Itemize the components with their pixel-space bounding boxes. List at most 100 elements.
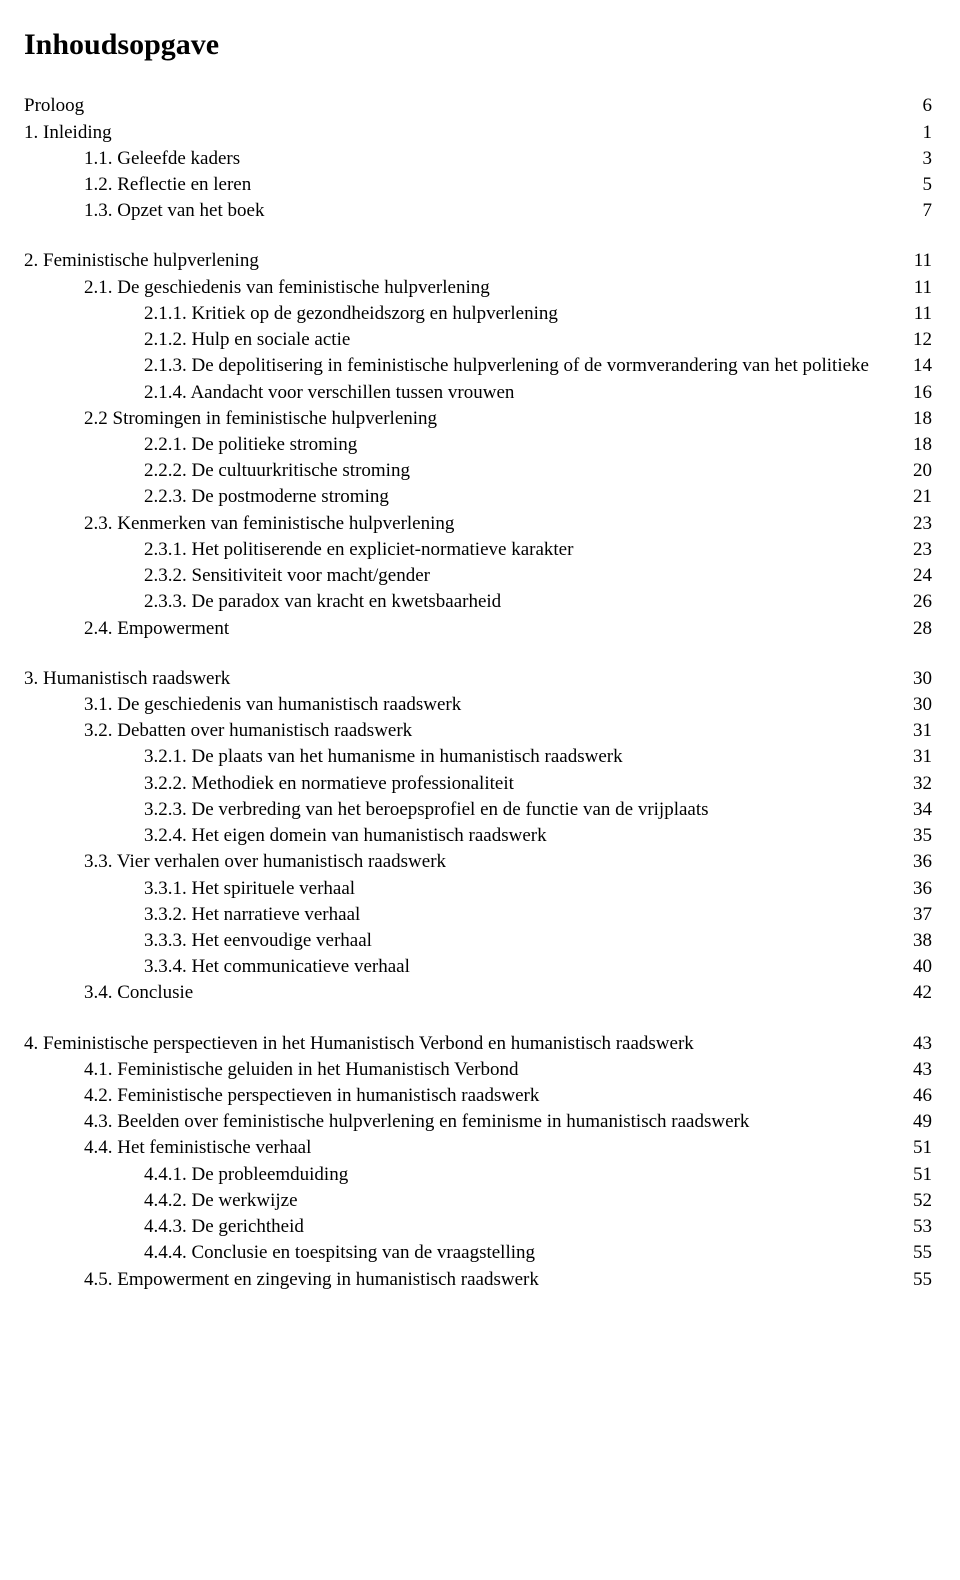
toc-page: 51 [913, 1162, 932, 1188]
toc-entry: 2.1.3. De depolitisering in feministisch… [24, 353, 932, 379]
toc-page: 11 [914, 275, 932, 301]
toc-entry: 3.3.2. Het narratieve verhaal37 [24, 902, 932, 928]
toc-entry: 3.3.1. Het spirituele verhaal36 [24, 876, 932, 902]
toc-page: 42 [913, 980, 932, 1006]
toc-label: 2.1.2. Hulp en sociale actie [144, 327, 913, 353]
toc-page: 5 [923, 172, 933, 198]
toc-entry: 3.3. Vier verhalen over humanistisch raa… [24, 849, 932, 875]
toc-page: 40 [913, 954, 932, 980]
toc-page: 36 [913, 876, 932, 902]
toc-entry: 4.4. Het feministische verhaal51 [24, 1135, 932, 1161]
toc-block-4: 4. Feministische perspectieven in het Hu… [24, 1031, 932, 1293]
toc-page: 11 [914, 248, 932, 274]
toc-page: 6 [923, 93, 933, 119]
toc-label: 2.2 Stromingen in feministische hulpverl… [84, 406, 913, 432]
toc-label: 3.2.4. Het eigen domein van humanistisch… [144, 823, 913, 849]
toc-label: 4.4.2. De werkwijze [144, 1188, 913, 1214]
toc-label: 3.1. De geschiedenis van humanistisch ra… [84, 692, 913, 718]
toc-entry: 1.2. Reflectie en leren5 [24, 172, 932, 198]
toc-label: 3.3. Vier verhalen over humanistisch raa… [84, 849, 913, 875]
toc-label: 4. Feministische perspectieven in het Hu… [24, 1031, 913, 1057]
toc-page: 21 [913, 484, 932, 510]
toc-page: 55 [913, 1240, 932, 1266]
toc-page: 36 [913, 849, 932, 875]
toc-label: 3.3.3. Het eenvoudige verhaal [144, 928, 913, 954]
toc-entry: 3.3.3. Het eenvoudige verhaal38 [24, 928, 932, 954]
toc-label: Proloog [24, 93, 923, 119]
toc-label: 2.1.1. Kritiek op de gezondheidszorg en … [144, 301, 914, 327]
toc-label: 2.2.3. De postmoderne stroming [144, 484, 913, 510]
toc-label: 4.4. Het feministische verhaal [84, 1135, 913, 1161]
toc-page: 12 [913, 327, 932, 353]
toc-page: 7 [923, 198, 933, 224]
toc-block-3: 3. Humanistisch raadswerk30 3.1. De gesc… [24, 666, 932, 1007]
toc-label: 4.1. Feministische geluiden in het Human… [84, 1057, 913, 1083]
toc-entry: 2.1. De geschiedenis van feministische h… [24, 275, 932, 301]
toc-page: 43 [913, 1057, 932, 1083]
toc-entry: 3. Humanistisch raadswerk30 [24, 666, 932, 692]
toc-page: 38 [913, 928, 932, 954]
toc-entry: 3.2.1. De plaats van het humanisme in hu… [24, 744, 932, 770]
toc-label: 3.2.2. Methodiek en normatieve professio… [144, 771, 913, 797]
toc-page: 37 [913, 902, 932, 928]
toc-label: 1.2. Reflectie en leren [84, 172, 923, 198]
toc-page: 1 [923, 120, 933, 146]
toc-page: 31 [913, 718, 932, 744]
toc-label: 2.1.3. De depolitisering in feministisch… [144, 353, 913, 379]
toc-entry: 4.2. Feministische perspectieven in huma… [24, 1083, 932, 1109]
toc-label: 3.2.1. De plaats van het humanisme in hu… [144, 744, 913, 770]
toc-label: 3.2.3. De verbreding van het beroepsprof… [144, 797, 913, 823]
toc-entry: 2.4. Empowerment28 [24, 616, 932, 642]
toc-page: 51 [913, 1135, 932, 1161]
toc-entry: 2.1.2. Hulp en sociale actie12 [24, 327, 932, 353]
toc-entry: 2.2.1. De politieke stroming18 [24, 432, 932, 458]
toc-label: 2.1.4. Aandacht voor verschillen tussen … [144, 380, 913, 406]
toc-label: 2.4. Empowerment [84, 616, 913, 642]
toc-page: 34 [913, 797, 932, 823]
toc-entry: 2.1.4. Aandacht voor verschillen tussen … [24, 380, 932, 406]
toc-page: 30 [913, 692, 932, 718]
toc-entry: 4.4.2. De werkwijze52 [24, 1188, 932, 1214]
toc-entry: 3.2.4. Het eigen domein van humanistisch… [24, 823, 932, 849]
toc-label: 3.3.2. Het narratieve verhaal [144, 902, 913, 928]
toc-label: 3. Humanistisch raadswerk [24, 666, 913, 692]
toc-label: 2.1. De geschiedenis van feministische h… [84, 275, 914, 301]
toc-entry: 4.5. Empowerment en zingeving in humanis… [24, 1267, 932, 1293]
toc-page: 18 [913, 432, 932, 458]
toc-page: 20 [913, 458, 932, 484]
toc-entry: 2.1.1. Kritiek op de gezondheidszorg en … [24, 301, 932, 327]
toc-label: 3.4. Conclusie [84, 980, 913, 1006]
toc-page: 23 [913, 537, 932, 563]
toc-label: 4.4.1. De probleemduiding [144, 1162, 913, 1188]
toc-label: 4.4.3. De gerichtheid [144, 1214, 913, 1240]
toc-label: 2.3.3. De paradox van kracht en kwetsbaa… [144, 589, 913, 615]
toc-label: 2.2.2. De cultuurkritische stroming [144, 458, 913, 484]
toc-label: 1.3. Opzet van het boek [84, 198, 923, 224]
toc-entry: 1.1. Geleefde kaders3 [24, 146, 932, 172]
toc-entry: 1. Inleiding1 [24, 120, 932, 146]
toc-label: 3.2. Debatten over humanistisch raadswer… [84, 718, 913, 744]
toc-page: 11 [914, 301, 932, 327]
toc-entry: 2.3.3. De paradox van kracht en kwetsbaa… [24, 589, 932, 615]
toc-page: 52 [913, 1188, 932, 1214]
toc-page: 43 [913, 1031, 932, 1057]
toc-entry: 3.2.2. Methodiek en normatieve professio… [24, 771, 932, 797]
toc-entry: 1.3. Opzet van het boek7 [24, 198, 932, 224]
toc-page: 3 [923, 146, 933, 172]
toc-page: 53 [913, 1214, 932, 1240]
toc-entry: 4.4.1. De probleemduiding51 [24, 1162, 932, 1188]
toc-page: 30 [913, 666, 932, 692]
toc-label: 2. Feministische hulpverlening [24, 248, 914, 274]
toc-label: 3.3.4. Het communicatieve verhaal [144, 954, 913, 980]
toc-entry: 3.1. De geschiedenis van humanistisch ra… [24, 692, 932, 718]
toc-page: 49 [913, 1109, 932, 1135]
toc-label: 4.5. Empowerment en zingeving in humanis… [84, 1267, 913, 1293]
page-title: Inhoudsopgave [24, 24, 932, 65]
toc-page: 16 [913, 380, 932, 406]
toc-entry: 4. Feministische perspectieven in het Hu… [24, 1031, 932, 1057]
toc-entry: 4.4.3. De gerichtheid53 [24, 1214, 932, 1240]
toc-entry: 2.3. Kenmerken van feministische hulpver… [24, 511, 932, 537]
toc-label: 3.3.1. Het spirituele verhaal [144, 876, 913, 902]
toc-label: 4.2. Feministische perspectieven in huma… [84, 1083, 913, 1109]
toc-entry: 2.2 Stromingen in feministische hulpverl… [24, 406, 932, 432]
